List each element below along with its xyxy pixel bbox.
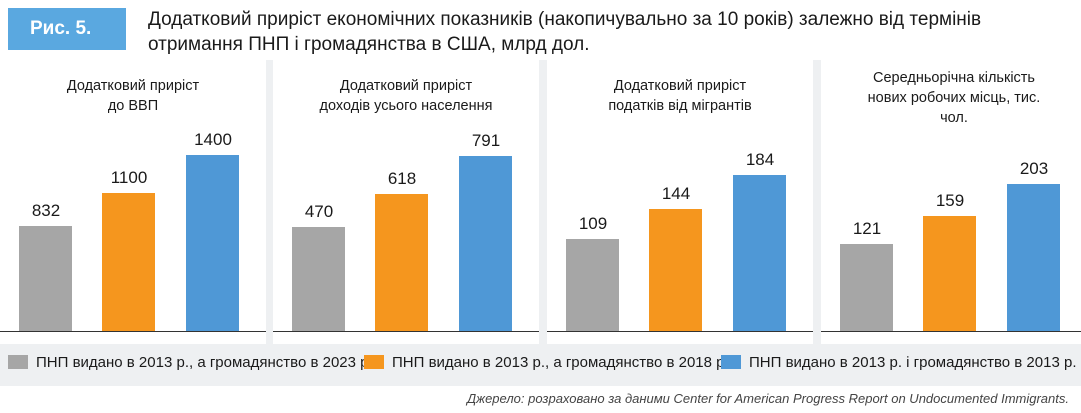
legend-label: ПНП видано в 2013 р., а громадянство в 2… (36, 354, 373, 371)
legend-item-2: ПНП видано в 2013 р., а громадянство в 2… (364, 352, 729, 374)
chart-title-line: Додатковий приріст (339, 78, 473, 94)
legend-item-3: ПНП видано в 2013 р. і громадянство в 20… (721, 352, 1076, 374)
header: Рис. 5. Додатковий приріст економічних п… (0, 0, 1081, 60)
legend-swatch-orange (364, 355, 384, 369)
bar-orange (102, 193, 155, 331)
bar-orange (375, 194, 428, 331)
chart-panel-4: Середньорічна кількість нових робочих міс… (821, 60, 1081, 344)
bar-blue (733, 175, 786, 331)
bar-value-label: 618 (387, 169, 417, 188)
chart-title-line: нових робочих місць, тис. (867, 90, 1041, 106)
bar-blue (1007, 184, 1060, 331)
chart-panel-3: Додатковий приріст податків від мігрантів… (547, 60, 813, 344)
source-note: Джерело: розраховано за даними Center fo… (466, 391, 1069, 406)
bar-orange (923, 216, 976, 331)
chart-title-line: Додатковий приріст (66, 78, 200, 94)
legend-swatch-gray (8, 355, 28, 369)
chart-title-line: до ВВП (107, 98, 159, 114)
legend-swatch-blue (721, 355, 741, 369)
chart-title-line: чол. (940, 110, 968, 126)
bar-blue (459, 156, 512, 331)
bar-value-label: 791 (471, 131, 501, 150)
bar-value-label: 1100 (110, 168, 148, 187)
chart-baseline (547, 331, 813, 332)
bar-gray (566, 239, 619, 331)
chart-baseline (273, 331, 539, 332)
chart-title-line: доходів усього населення (319, 98, 493, 114)
bar-value-label: 121 (852, 219, 882, 238)
bar-gray (840, 244, 893, 331)
bar-value-label: 159 (935, 191, 965, 210)
bar-orange (649, 209, 702, 331)
legend-item-1: ПНП видано в 2013 р., а громадянство в 2… (8, 352, 373, 374)
bar-value-label: 1400 (194, 130, 232, 149)
chart-title-line: Середньорічна кількість (873, 70, 1035, 86)
figure-title: Додатковий приріст економічних показникі… (148, 9, 982, 55)
chart-baseline (0, 331, 266, 332)
bar-value-label: 470 (304, 202, 334, 221)
legend-label: ПНП видано в 2013 р. і громадянство в 20… (749, 354, 1077, 371)
bar-gray (19, 226, 72, 331)
chart-panel-2: Додатковий приріст доходів усього населен… (273, 60, 539, 344)
chart-title-line: податків від мігрантів (608, 98, 752, 114)
bar-value-label: 184 (745, 150, 775, 169)
bar-gray (292, 227, 345, 331)
bar-value-label: 109 (578, 214, 608, 233)
chart-baseline (821, 331, 1081, 332)
bar-value-label: 203 (1019, 159, 1049, 178)
chart-panel-1: Додатковий приріст до ВВП 832 1100 1400 (0, 60, 266, 344)
legend-label: ПНП видано в 2013 р., а громадянство в 2… (392, 354, 729, 371)
bar-value-label: 832 (31, 201, 61, 220)
bar-value-label: 144 (661, 184, 691, 203)
bar-blue (186, 155, 239, 331)
figure-tag: Рис. 5. (8, 8, 126, 50)
chart-title-line: Додатковий приріст (613, 78, 747, 94)
